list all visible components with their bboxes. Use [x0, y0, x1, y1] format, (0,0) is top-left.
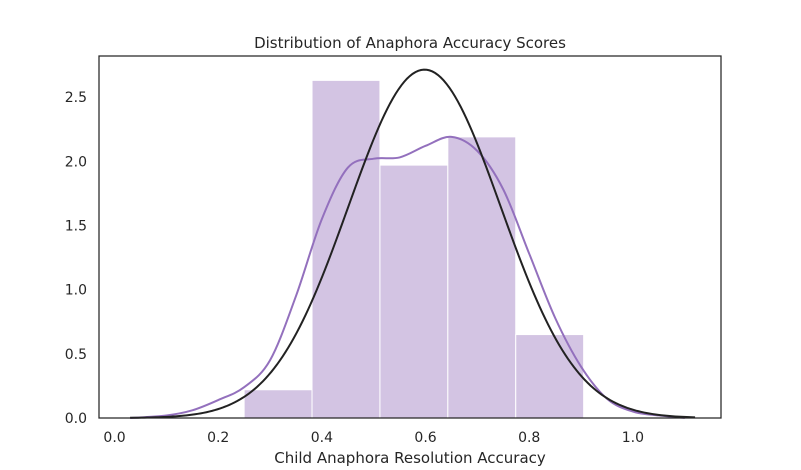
x-axis-label: Child Anaphora Resolution Accuracy [274, 449, 546, 467]
y-tick-label: 2.5 [65, 90, 87, 106]
y-tick-label: 1.0 [65, 283, 87, 299]
histogram-bar-5 [515, 334, 585, 419]
y-tick-label: 1.5 [65, 218, 87, 234]
histogram-bar-3 [379, 164, 449, 419]
histogram-bar-4 [447, 136, 517, 419]
y-tick-label: 2.0 [65, 154, 87, 170]
x-tick-label: 0.2 [207, 430, 229, 446]
kde-curve [130, 135, 685, 419]
x-tick-label: 0.0 [103, 430, 125, 446]
y-tick-label: 0.0 [65, 411, 87, 427]
plot-frame [98, 55, 722, 419]
y-tick-label: 0.5 [65, 347, 87, 363]
normal-fit-curve [130, 68, 696, 419]
x-tick-label: 1.0 [622, 430, 644, 446]
x-tick-label: 0.6 [414, 430, 436, 446]
x-axis-ticks: 0.0 0.2 0.4 0.6 0.8 1.0 [103, 430, 644, 446]
y-axis-ticks: 0.0 0.5 1.0 1.5 2.0 2.5 [65, 90, 87, 427]
histogram-bar-1 [243, 389, 313, 419]
histogram-bars [243, 79, 585, 419]
x-tick-label: 0.4 [311, 430, 333, 446]
chart-title: Distribution of Anaphora Accuracy Scores [254, 34, 566, 52]
histogram-bar-2 [311, 79, 381, 419]
x-tick-label: 0.8 [518, 430, 540, 446]
density-curves [130, 68, 696, 419]
